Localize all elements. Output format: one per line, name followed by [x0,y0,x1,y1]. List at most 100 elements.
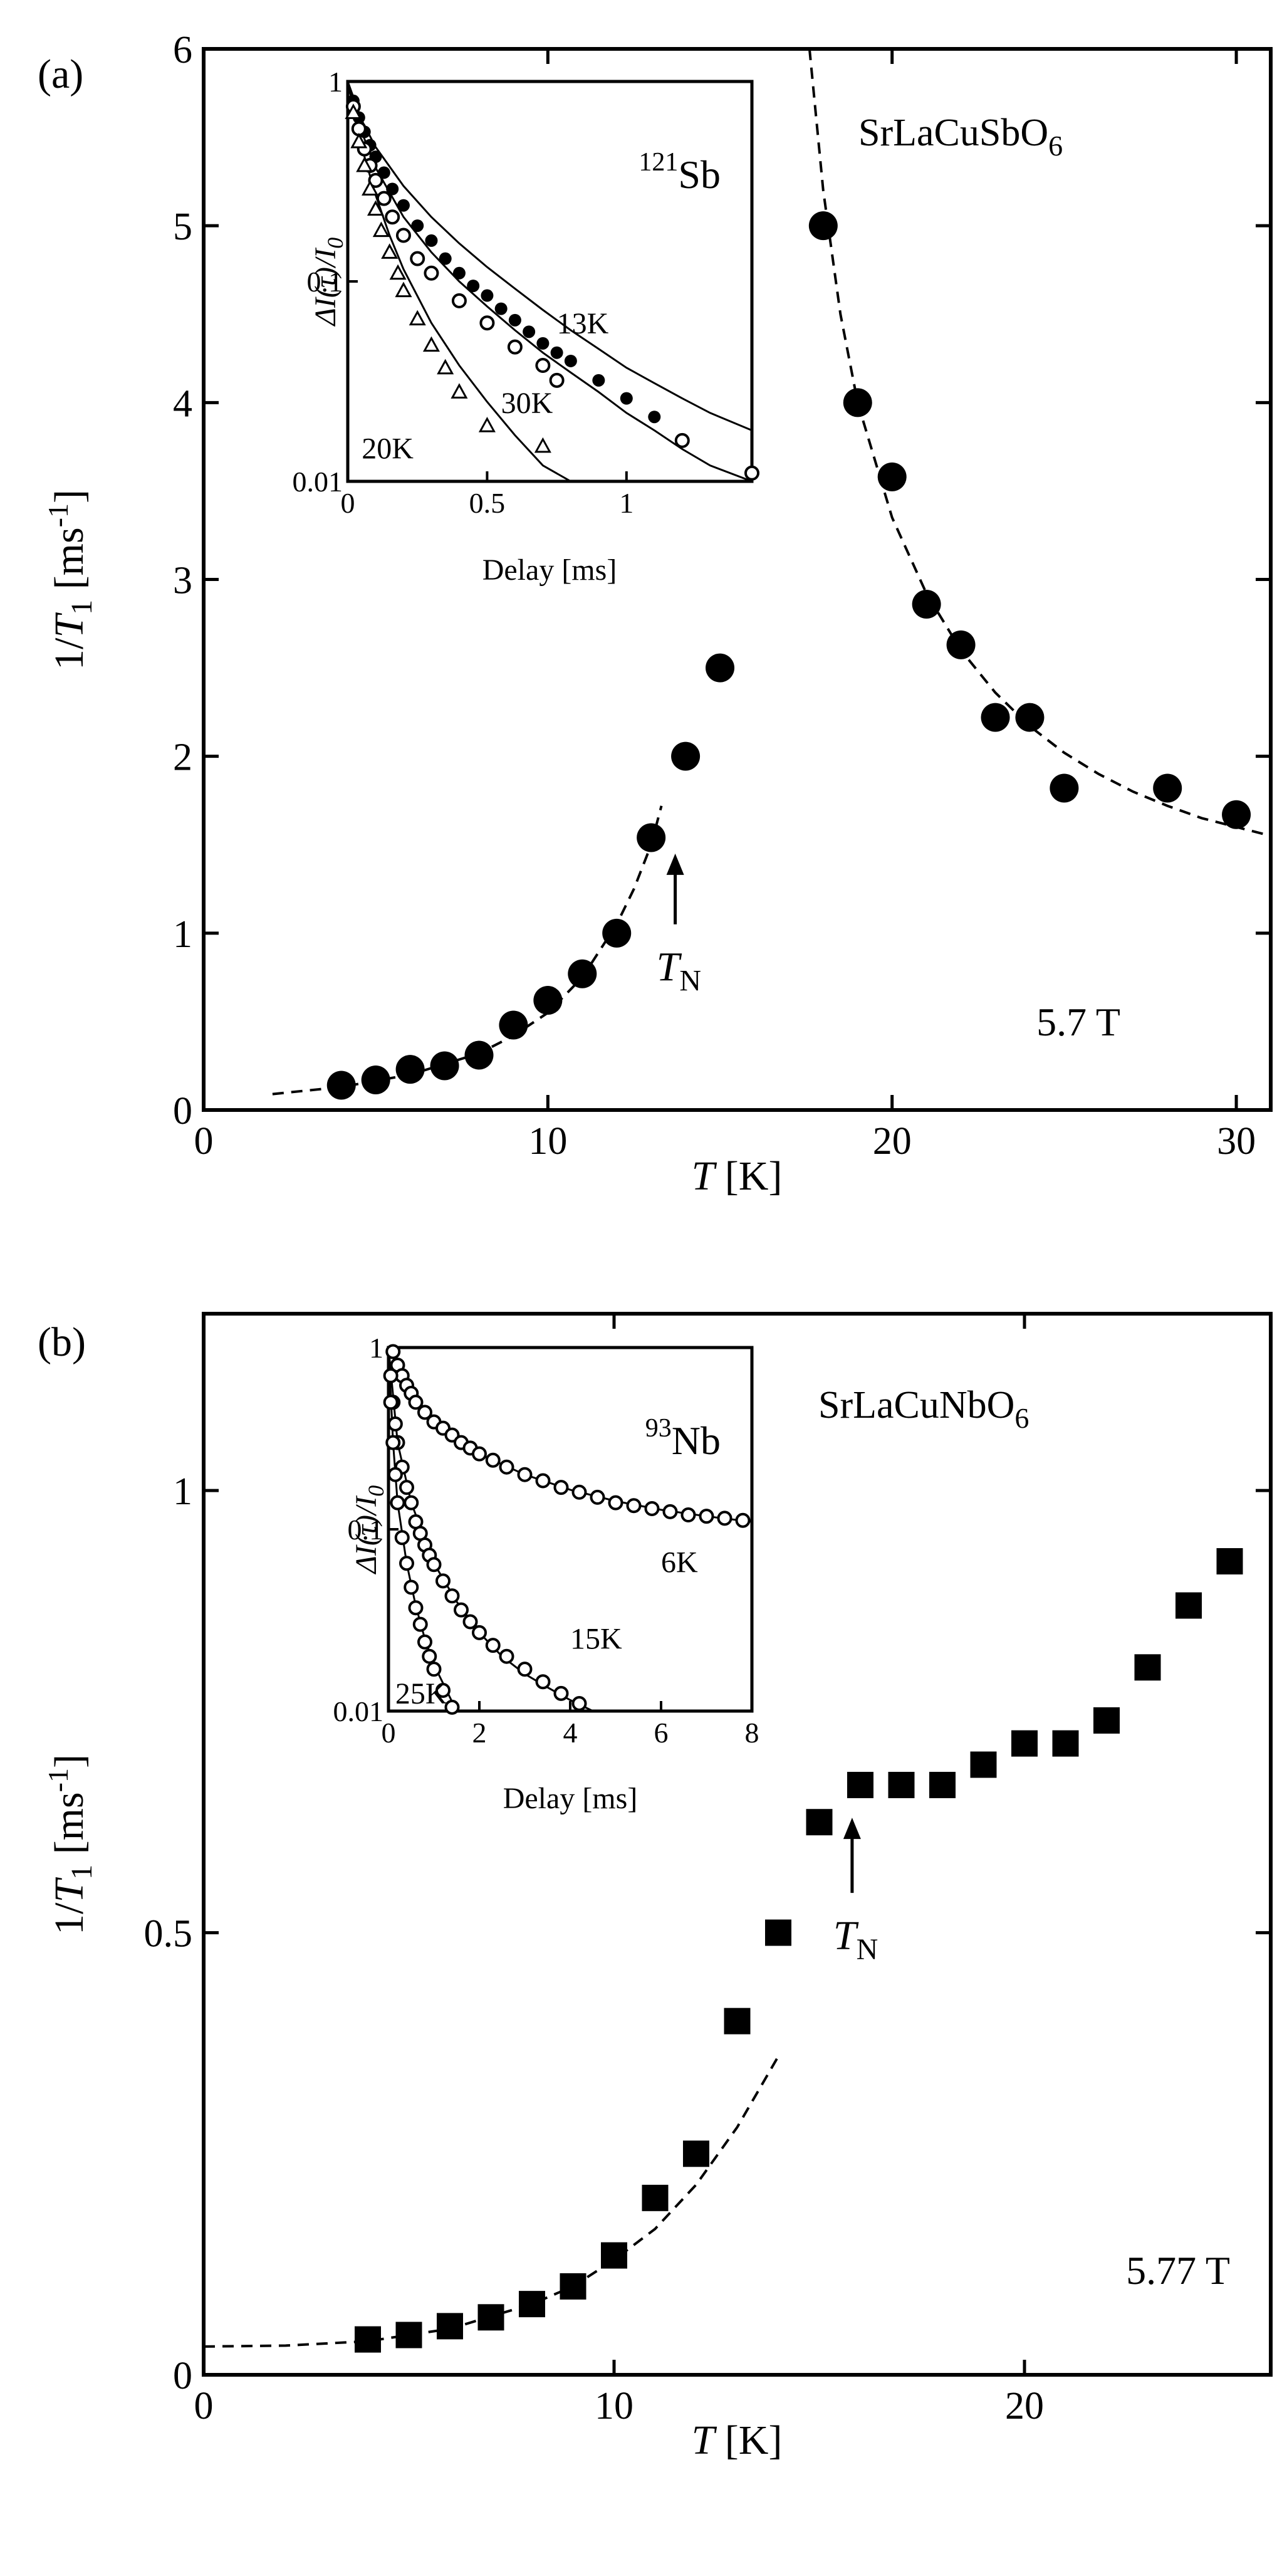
inset-point-20K [534,437,551,453]
inset-point-30K [376,191,392,206]
x-tick-label: 30 [1217,1120,1256,1163]
data-point [706,653,735,683]
inset-point-20K [362,180,379,196]
data-point [765,1919,791,1946]
data-point [724,2008,751,2034]
y-tick-label: 5 [173,206,192,248]
data-point [929,1771,956,1798]
inset-point-6K [417,1405,432,1420]
inset-point-15K [499,1648,514,1664]
sample-label: SrLaCuNbO6 [818,1384,1029,1434]
inset-annotation: 13K [557,307,609,340]
plot-frame [202,1312,1273,2377]
inset-x-tick-label: 2 [472,1717,487,1749]
inset-point-30K [410,251,425,266]
data-point [602,918,632,948]
data-point [395,1055,425,1084]
x-axis-label: T [K] [692,1153,783,1199]
data-point [888,1771,915,1798]
inset-y-tick-label: 0.01 [333,1695,384,1727]
inset-point-30K [451,293,467,308]
inset-point-6K [699,1509,714,1524]
inset-point-20K [372,221,390,238]
inset-point-30K [424,265,439,281]
inset-point-25K [422,1648,437,1664]
inset-point-13K [536,337,550,350]
data-points [355,1548,1243,2353]
inset-point-13K [452,266,466,280]
inset-point-15K [517,1662,533,1677]
inset-point-6K [485,1452,501,1468]
inset-x-tick-label: 0.5 [469,487,506,519]
inset-point-13K [592,374,605,387]
data-point [671,741,701,771]
inset-x-tick-label: 4 [563,1717,578,1749]
inset-point-13K [439,252,452,265]
data-point [637,823,666,852]
fit-curve-low [203,2056,779,2348]
fit-curve-high [808,48,1271,837]
inset-annotation: 30K [501,387,553,420]
inset-point-30K [744,465,759,481]
inset-point-6K [644,1500,660,1516]
data-point [568,959,597,988]
data-points [326,211,1251,1100]
inset-point-25K [383,1395,399,1410]
panel-b: (b) SrLaCuNbO6 5.77 T T [K] 1/T1 [ms-1] … [38,1312,1273,2463]
inset-point-6K [662,1504,678,1519]
inset-point-6K [735,1512,751,1528]
inset-point-13K [397,199,410,212]
sample-label: SrLaCuSbO6 [858,112,1063,162]
data-point [464,1040,494,1070]
data-point [601,2242,627,2269]
inset-frame [387,1346,754,1713]
inset-point-20K [437,359,454,375]
y-tick-label: 2 [173,736,192,779]
inset-point-30K [479,315,495,331]
data-point [1050,773,1079,803]
inset-point-6K [626,1498,642,1514]
inset-point-25K [390,1495,405,1511]
data-point [326,1071,356,1100]
panel-label: (a) [38,51,83,97]
inset-point-13K [620,392,633,405]
inset-isotope-label: 121Sb [638,148,721,197]
x-tick-label: 10 [528,1120,567,1163]
inset-point-15K [571,1695,587,1711]
inset-point-15K [387,1416,403,1432]
data-point [1134,1654,1161,1681]
inset-point-13K [425,234,438,247]
data-point [1015,703,1045,732]
inset-point-15K [454,1602,469,1618]
x-tick-label: 0 [194,1120,214,1163]
inset-data-points [383,1344,751,1715]
inset-point-6K [590,1489,605,1505]
inset-point-6K [553,1480,569,1495]
tn-arrow-head [843,1818,861,1840]
inset-point-25K [387,1467,403,1482]
data-point [499,1010,528,1040]
data-point [1175,1592,1202,1619]
inset-ticks: 0 0.5 1 0.01 0.1 1 [293,66,634,519]
inset-point-6K [385,1344,401,1359]
data-point [395,2322,422,2348]
inset-point-13K [523,325,536,338]
inset-annotation: 25K [395,1677,447,1710]
y-tick-label: 1 [173,1470,192,1513]
data-point [843,388,872,417]
inset-point-30K [674,432,690,448]
data-point [912,590,941,619]
inset-annotations: 13K 30K 20K [362,307,608,466]
sample-subscript: 6 [1014,1402,1029,1434]
inset-point-20K [381,243,399,259]
inset-point-13K [494,302,508,315]
inset-point-30K [549,372,565,388]
data-point [1153,773,1182,803]
inset-point-13K [648,411,661,424]
data-point [808,211,838,241]
y-tick-label: 0.5 [144,1913,193,1956]
x-tick-label: 20 [873,1120,912,1163]
data-point [519,2291,545,2318]
